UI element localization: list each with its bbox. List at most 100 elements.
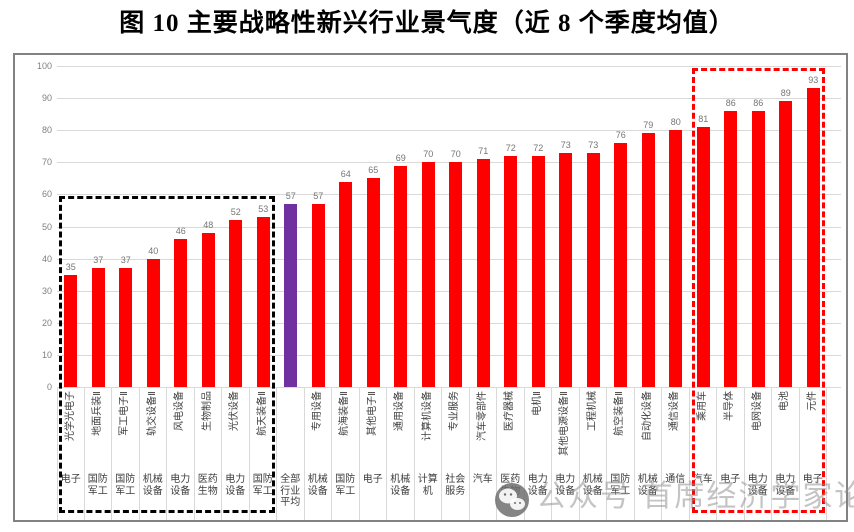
- bar-value-label: 73: [588, 139, 599, 150]
- bar: [586, 152, 600, 387]
- industry-group-label: 国防军工: [115, 474, 136, 497]
- bar-value-label: 64: [340, 168, 351, 179]
- category-column: 其他电源设备Ⅱ 电力设备: [552, 387, 580, 520]
- industry-group-label: 电力设备: [555, 474, 576, 497]
- bar: [64, 274, 78, 387]
- industry-sub-label: 电机Ⅱ: [531, 391, 543, 416]
- industry-sub-label: 其他电源设备Ⅱ: [559, 391, 571, 456]
- y-axis-tick-label: 70: [41, 157, 52, 168]
- bar: [779, 101, 793, 387]
- industry-sub-label: 汽车零部件: [476, 391, 488, 441]
- industry-sub-label: 通用设备: [394, 391, 406, 431]
- gridline: [57, 322, 841, 324]
- industry-group-label: 机械设备: [307, 474, 328, 497]
- industry-group-label: 医药生物: [500, 474, 521, 497]
- bar-value-label: 57: [313, 191, 324, 202]
- category-column: 汽车零部件 汽车: [470, 387, 497, 520]
- bar-value-label: 57: [285, 191, 296, 202]
- chart-title: 图 10 主要战略性新兴行业景气度（近 8 个季度均值）: [119, 10, 735, 37]
- chart-frame: 0 10 20 30 40 50 60 70 80 90 100 35 37 37 40 46 48 52 53 5…: [13, 53, 854, 522]
- gridline: [57, 290, 841, 292]
- y-axis-tick-label: 20: [41, 317, 52, 328]
- category-column: 自动化设备 机械设备: [635, 387, 662, 520]
- y-axis-tick-label: 50: [41, 221, 52, 232]
- industry-group-label: 国防军工: [87, 474, 108, 497]
- y-axis-tick-label: 30: [41, 285, 52, 296]
- industry-group-label: 国防军工: [610, 474, 631, 497]
- bar-value-label: 80: [670, 117, 681, 128]
- bar-value-label: 73: [560, 139, 571, 150]
- industry-sub-label: 专业服务: [449, 391, 461, 431]
- industry-sub-label: 工程机械: [586, 391, 598, 431]
- bar-value-label: 89: [780, 88, 791, 99]
- category-column: 轨交设备Ⅱ 机械设备: [140, 387, 167, 520]
- bar-value-label: 52: [230, 207, 241, 218]
- bar-value-label: 72: [505, 142, 516, 153]
- category-column: 其他电子Ⅱ 电子: [360, 387, 387, 520]
- industry-group-label: 电力设备: [527, 474, 548, 497]
- bar-value-label: 46: [175, 226, 186, 237]
- category-column: 半导体 电子: [717, 387, 745, 520]
- industry-sub-label: 航海装备Ⅱ: [339, 391, 351, 436]
- category-column: 乘用车 汽车: [690, 387, 717, 520]
- y-axis-tick-label: 40: [41, 253, 52, 264]
- industry-group-label: 电子: [802, 474, 823, 485]
- bar-value-label: 69: [395, 152, 406, 163]
- industry-group-label: 机械设备: [390, 474, 411, 497]
- bar: [174, 239, 188, 387]
- bar-value-label: 81: [698, 113, 709, 124]
- bar: [119, 268, 133, 387]
- bar: [476, 159, 490, 387]
- industry-sub-label: 其他电子Ⅱ: [366, 391, 378, 436]
- bar: [311, 204, 325, 387]
- gridline: [57, 66, 841, 67]
- industry-group-label: 社会服务: [445, 474, 466, 497]
- category-column: 电机Ⅱ 电力设备: [525, 387, 552, 520]
- industry-group-label: 通信: [665, 474, 686, 485]
- black-dashed-box: [59, 196, 275, 513]
- bar-value-label: 70: [423, 149, 434, 160]
- gridline: [57, 387, 841, 388]
- category-column: 军工电子Ⅱ 国防军工: [112, 387, 140, 520]
- gridline: [57, 226, 841, 228]
- industry-group-label: 汽车: [472, 474, 493, 485]
- bar-value-label: 76: [615, 130, 626, 141]
- bar: [146, 258, 160, 387]
- category-column: 全部行业平均: [277, 387, 305, 520]
- category-column: 电网设备 电力设备: [745, 387, 772, 520]
- bar: [696, 126, 710, 387]
- bar: [559, 152, 573, 387]
- industry-sub-label: 计算机设备: [421, 391, 433, 441]
- bar: [641, 133, 655, 387]
- industry-sub-label: 自动化设备: [641, 391, 653, 441]
- bar: [751, 110, 765, 387]
- y-axis-tick-label: 10: [41, 349, 52, 360]
- bar: [504, 155, 518, 387]
- bar: [394, 165, 408, 387]
- bar: [614, 143, 628, 387]
- category-column: 通用设备 机械设备: [387, 387, 415, 520]
- bar: [201, 232, 215, 387]
- bar-value-label: 48: [203, 219, 214, 230]
- industry-sub-label: 通信设备: [669, 391, 681, 431]
- gridline: [57, 354, 841, 356]
- bar-value-label: 65: [368, 165, 379, 176]
- bar: [366, 178, 380, 387]
- industry-group-label: 电力设备: [747, 474, 768, 497]
- gridline: [57, 258, 841, 260]
- y-axis-tick-label: 80: [41, 125, 52, 136]
- bar-value-label: 35: [65, 261, 76, 272]
- y-axis-tick-label: 0: [46, 382, 52, 392]
- gridline: [57, 98, 841, 100]
- gridline: [57, 130, 841, 132]
- category-column: 航天装备Ⅱ 国防军工: [250, 387, 277, 520]
- industry-group-label: 计算机: [417, 474, 438, 497]
- y-axis-tick-label: 60: [41, 189, 52, 200]
- industry-group-label: 电力设备: [775, 474, 796, 497]
- bar-value-label: 53: [258, 203, 269, 214]
- bar-value-label: 71: [478, 146, 489, 157]
- bar-value-label: 37: [93, 255, 104, 266]
- industry-group-label: 全部行业平均: [280, 474, 301, 508]
- bar: [229, 220, 243, 387]
- category-column: 生物制品 医药生物: [195, 387, 222, 520]
